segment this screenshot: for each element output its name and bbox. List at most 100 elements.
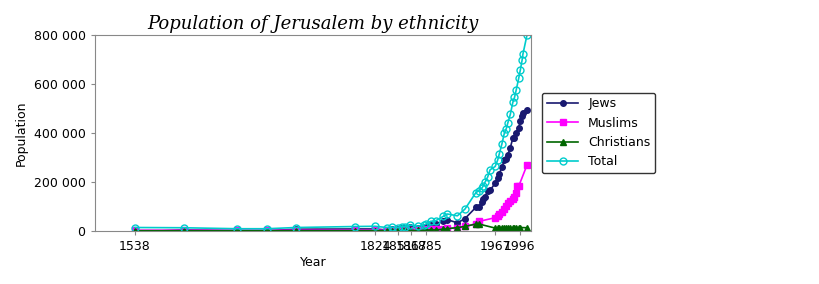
Muslims <box>494 213 504 216</box>
Christians <box>492 226 502 229</box>
Total <box>419 223 428 227</box>
Total <box>392 226 402 229</box>
Christians <box>509 226 518 229</box>
Christians <box>419 229 428 232</box>
Jews <box>419 225 428 229</box>
Total <box>492 158 502 162</box>
Christians <box>291 229 301 232</box>
Christians <box>421 229 431 232</box>
Jews <box>500 158 510 161</box>
Muslims <box>500 204 510 208</box>
Jews <box>492 176 502 180</box>
Total <box>421 222 431 225</box>
Jews <box>522 108 532 111</box>
Jews <box>485 189 495 192</box>
Christians <box>510 226 520 229</box>
Jews <box>430 223 440 226</box>
Christians <box>405 229 414 232</box>
Total <box>476 187 486 190</box>
Christians <box>522 226 532 229</box>
Jews <box>509 137 518 140</box>
Total <box>494 152 504 155</box>
Muslims <box>405 229 414 232</box>
Total <box>518 53 527 56</box>
Jews <box>442 218 452 221</box>
Christians <box>496 226 506 229</box>
Total <box>510 88 520 92</box>
Jews <box>130 230 140 234</box>
Christians <box>430 228 440 232</box>
Jews <box>499 158 509 162</box>
Line: Total: Total <box>131 31 530 232</box>
Jews <box>261 229 271 232</box>
Line: Jews: Jews <box>132 107 529 235</box>
Total <box>478 184 488 187</box>
Total <box>130 226 140 229</box>
Total <box>473 189 483 192</box>
Total <box>452 214 462 218</box>
Jews <box>510 131 520 134</box>
Total <box>500 128 510 131</box>
Line: Muslims: Muslims <box>132 162 529 233</box>
Muslims <box>452 226 462 229</box>
Christians <box>514 226 523 229</box>
Jews <box>480 195 490 199</box>
Jews <box>517 114 527 118</box>
Total <box>405 223 414 227</box>
Muslims <box>350 229 360 232</box>
Y-axis label: Population: Population <box>15 100 28 166</box>
Jews <box>400 227 410 230</box>
Muslims <box>492 215 502 218</box>
Total <box>509 96 518 99</box>
Christians <box>179 229 188 232</box>
Muslims <box>442 227 452 230</box>
Christians <box>459 225 469 228</box>
X-axis label: Year: Year <box>299 256 326 269</box>
Total <box>400 225 410 228</box>
Christians <box>400 229 410 232</box>
Muslims <box>459 225 469 228</box>
Muslims <box>425 227 435 231</box>
Muslims <box>382 229 391 232</box>
Christians <box>473 222 483 226</box>
Total <box>261 227 271 230</box>
Total <box>517 59 527 62</box>
Total <box>459 207 469 211</box>
Jews <box>459 217 469 220</box>
Christians <box>392 229 402 232</box>
Muslims <box>509 195 518 199</box>
Jews <box>387 228 396 231</box>
Jews <box>350 227 360 231</box>
Total <box>179 226 188 229</box>
Total <box>413 225 423 228</box>
Jews <box>482 189 492 192</box>
Christians <box>500 226 510 229</box>
Muslims <box>470 222 480 225</box>
Christians <box>507 226 517 229</box>
Muslims <box>507 197 517 201</box>
Total <box>425 220 435 223</box>
Total <box>496 142 506 146</box>
Christians <box>442 227 452 230</box>
Christians <box>515 226 525 229</box>
Muslims <box>130 229 140 232</box>
Total <box>505 113 514 116</box>
Muslims <box>499 207 509 210</box>
Total <box>369 225 379 228</box>
Total <box>515 68 525 71</box>
Christians <box>470 222 480 226</box>
Jews <box>518 112 527 115</box>
Total <box>232 227 242 230</box>
Total <box>396 225 406 228</box>
Jews <box>382 228 391 232</box>
Jews <box>232 229 242 232</box>
Christians <box>130 229 140 232</box>
Total <box>514 77 523 80</box>
Christians <box>413 229 423 232</box>
Total <box>502 121 512 125</box>
Jews <box>507 137 517 140</box>
Jews <box>514 126 523 130</box>
Jews <box>452 221 462 225</box>
Jews <box>405 225 414 228</box>
Muslims <box>473 220 483 223</box>
